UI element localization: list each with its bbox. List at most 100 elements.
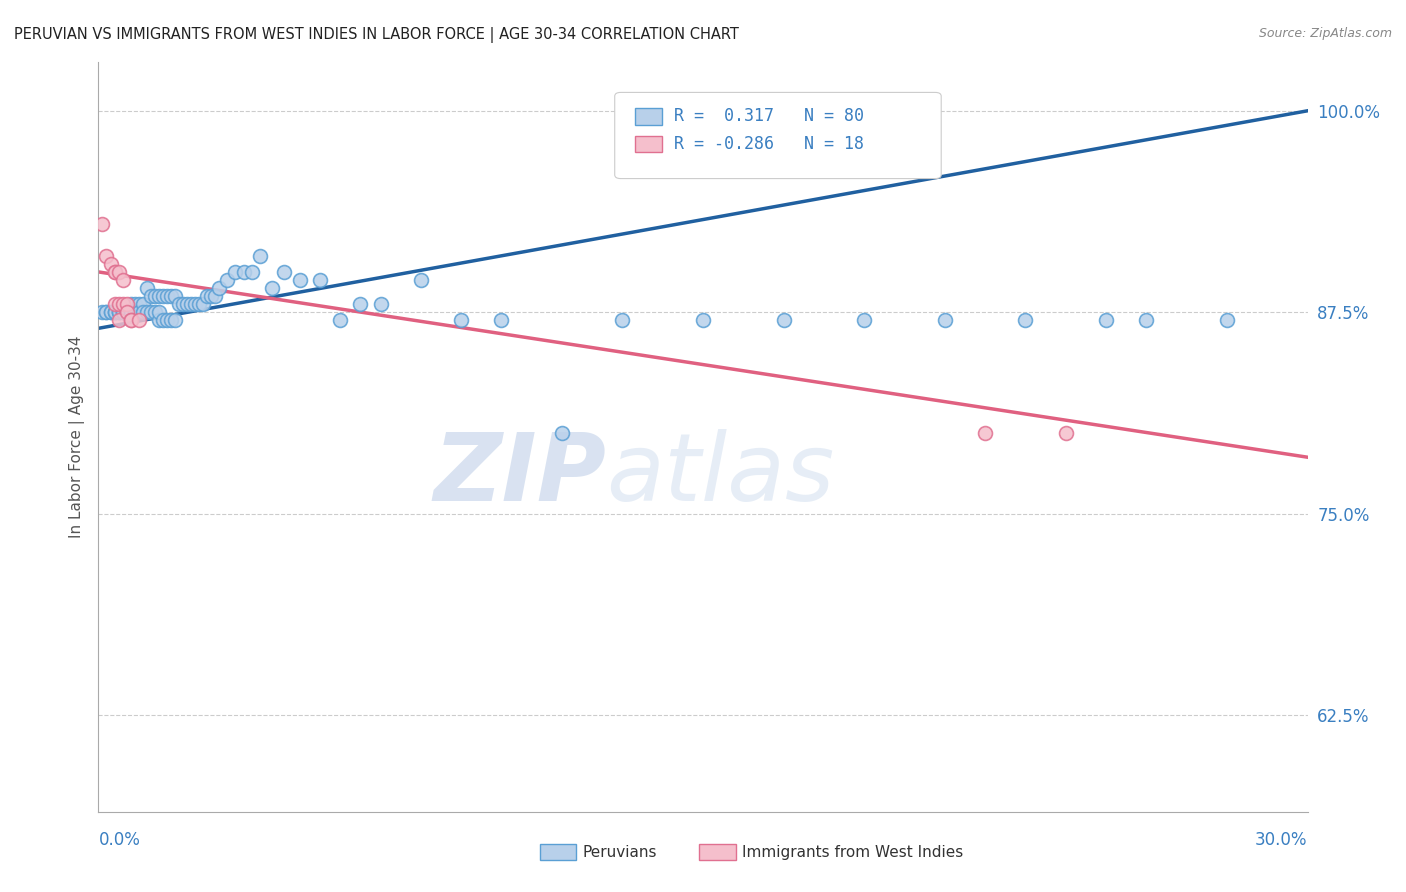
Point [107,297,129,311]
Point [152,289,174,303]
Point [176,297,198,311]
Point [288,273,311,287]
Point [853,313,876,327]
Bar [636,108,662,125]
Point [1014,313,1036,327]
Text: Peruvians: Peruvians [582,845,657,860]
Point [148,305,170,319]
Point [152,313,174,327]
Point [180,297,202,311]
Point [156,313,179,327]
Text: R = -0.286   N = 18: R = -0.286 N = 18 [673,135,863,153]
Point [139,305,162,319]
Point [103,265,125,279]
Point [612,313,634,327]
Point [148,289,170,303]
Point [115,305,138,319]
Point [172,297,194,311]
Point [132,297,155,311]
Point [188,297,211,311]
Point [1095,313,1118,327]
Point [163,313,186,327]
Text: ZIP: ZIP [433,428,606,521]
Point [1054,425,1077,440]
Point [124,305,146,319]
Point [107,305,129,319]
Point [124,305,146,319]
Point [349,297,371,311]
Point [120,313,142,327]
Point [195,289,218,303]
Point [249,249,271,263]
Point [240,265,263,279]
Point [224,265,246,279]
Text: R =  0.317   N = 80: R = 0.317 N = 80 [673,107,863,126]
Point [107,305,129,319]
Point [115,305,138,319]
Point [128,305,150,319]
Point [200,289,222,303]
Point [96,305,118,319]
Point [692,313,714,327]
Point [103,305,125,319]
Point [135,305,157,319]
Point [491,313,513,327]
Point [96,249,118,263]
Point [309,273,332,287]
Text: Immigrants from West Indies: Immigrants from West Indies [742,845,963,860]
Point [111,305,134,319]
Point [135,281,157,295]
Point [139,289,162,303]
Point [329,313,352,327]
Point [934,313,956,327]
Point [124,297,146,311]
Point [772,313,794,327]
Point [184,297,207,311]
Text: 30.0%: 30.0% [1256,831,1308,849]
Point [450,313,472,327]
Point [100,305,122,319]
Point [120,297,142,311]
Point [111,305,134,319]
Point [128,297,150,311]
Text: 0.0%: 0.0% [98,831,141,849]
Point [103,265,125,279]
Point [204,289,226,303]
Point [103,297,125,311]
Point [370,297,392,311]
Point [160,313,183,327]
Point [115,305,138,319]
Point [115,297,138,311]
Point [120,313,142,327]
Point [232,265,254,279]
Text: atlas: atlas [606,429,835,520]
Point [120,305,142,319]
Point [1216,313,1239,327]
Bar [699,844,735,861]
Point [100,257,122,271]
Point [132,305,155,319]
Point [120,305,142,319]
Point [160,289,183,303]
Point [974,425,997,440]
Point [115,305,138,319]
Point [260,281,283,295]
Point [1135,313,1157,327]
Text: PERUVIAN VS IMMIGRANTS FROM WEST INDIES IN LABOR FORCE | AGE 30-34 CORRELATION C: PERUVIAN VS IMMIGRANTS FROM WEST INDIES … [14,27,740,43]
Point [91,217,114,231]
Point [193,297,215,311]
Point [167,297,190,311]
Point [273,265,295,279]
Point [103,305,125,319]
Bar [540,844,576,861]
Point [208,281,231,295]
Point [409,273,432,287]
Point [111,273,134,287]
Point [111,305,134,319]
Point [143,305,166,319]
FancyBboxPatch shape [614,93,941,178]
Point [107,313,129,327]
Bar [636,136,662,153]
Point [148,313,170,327]
Point [156,289,179,303]
